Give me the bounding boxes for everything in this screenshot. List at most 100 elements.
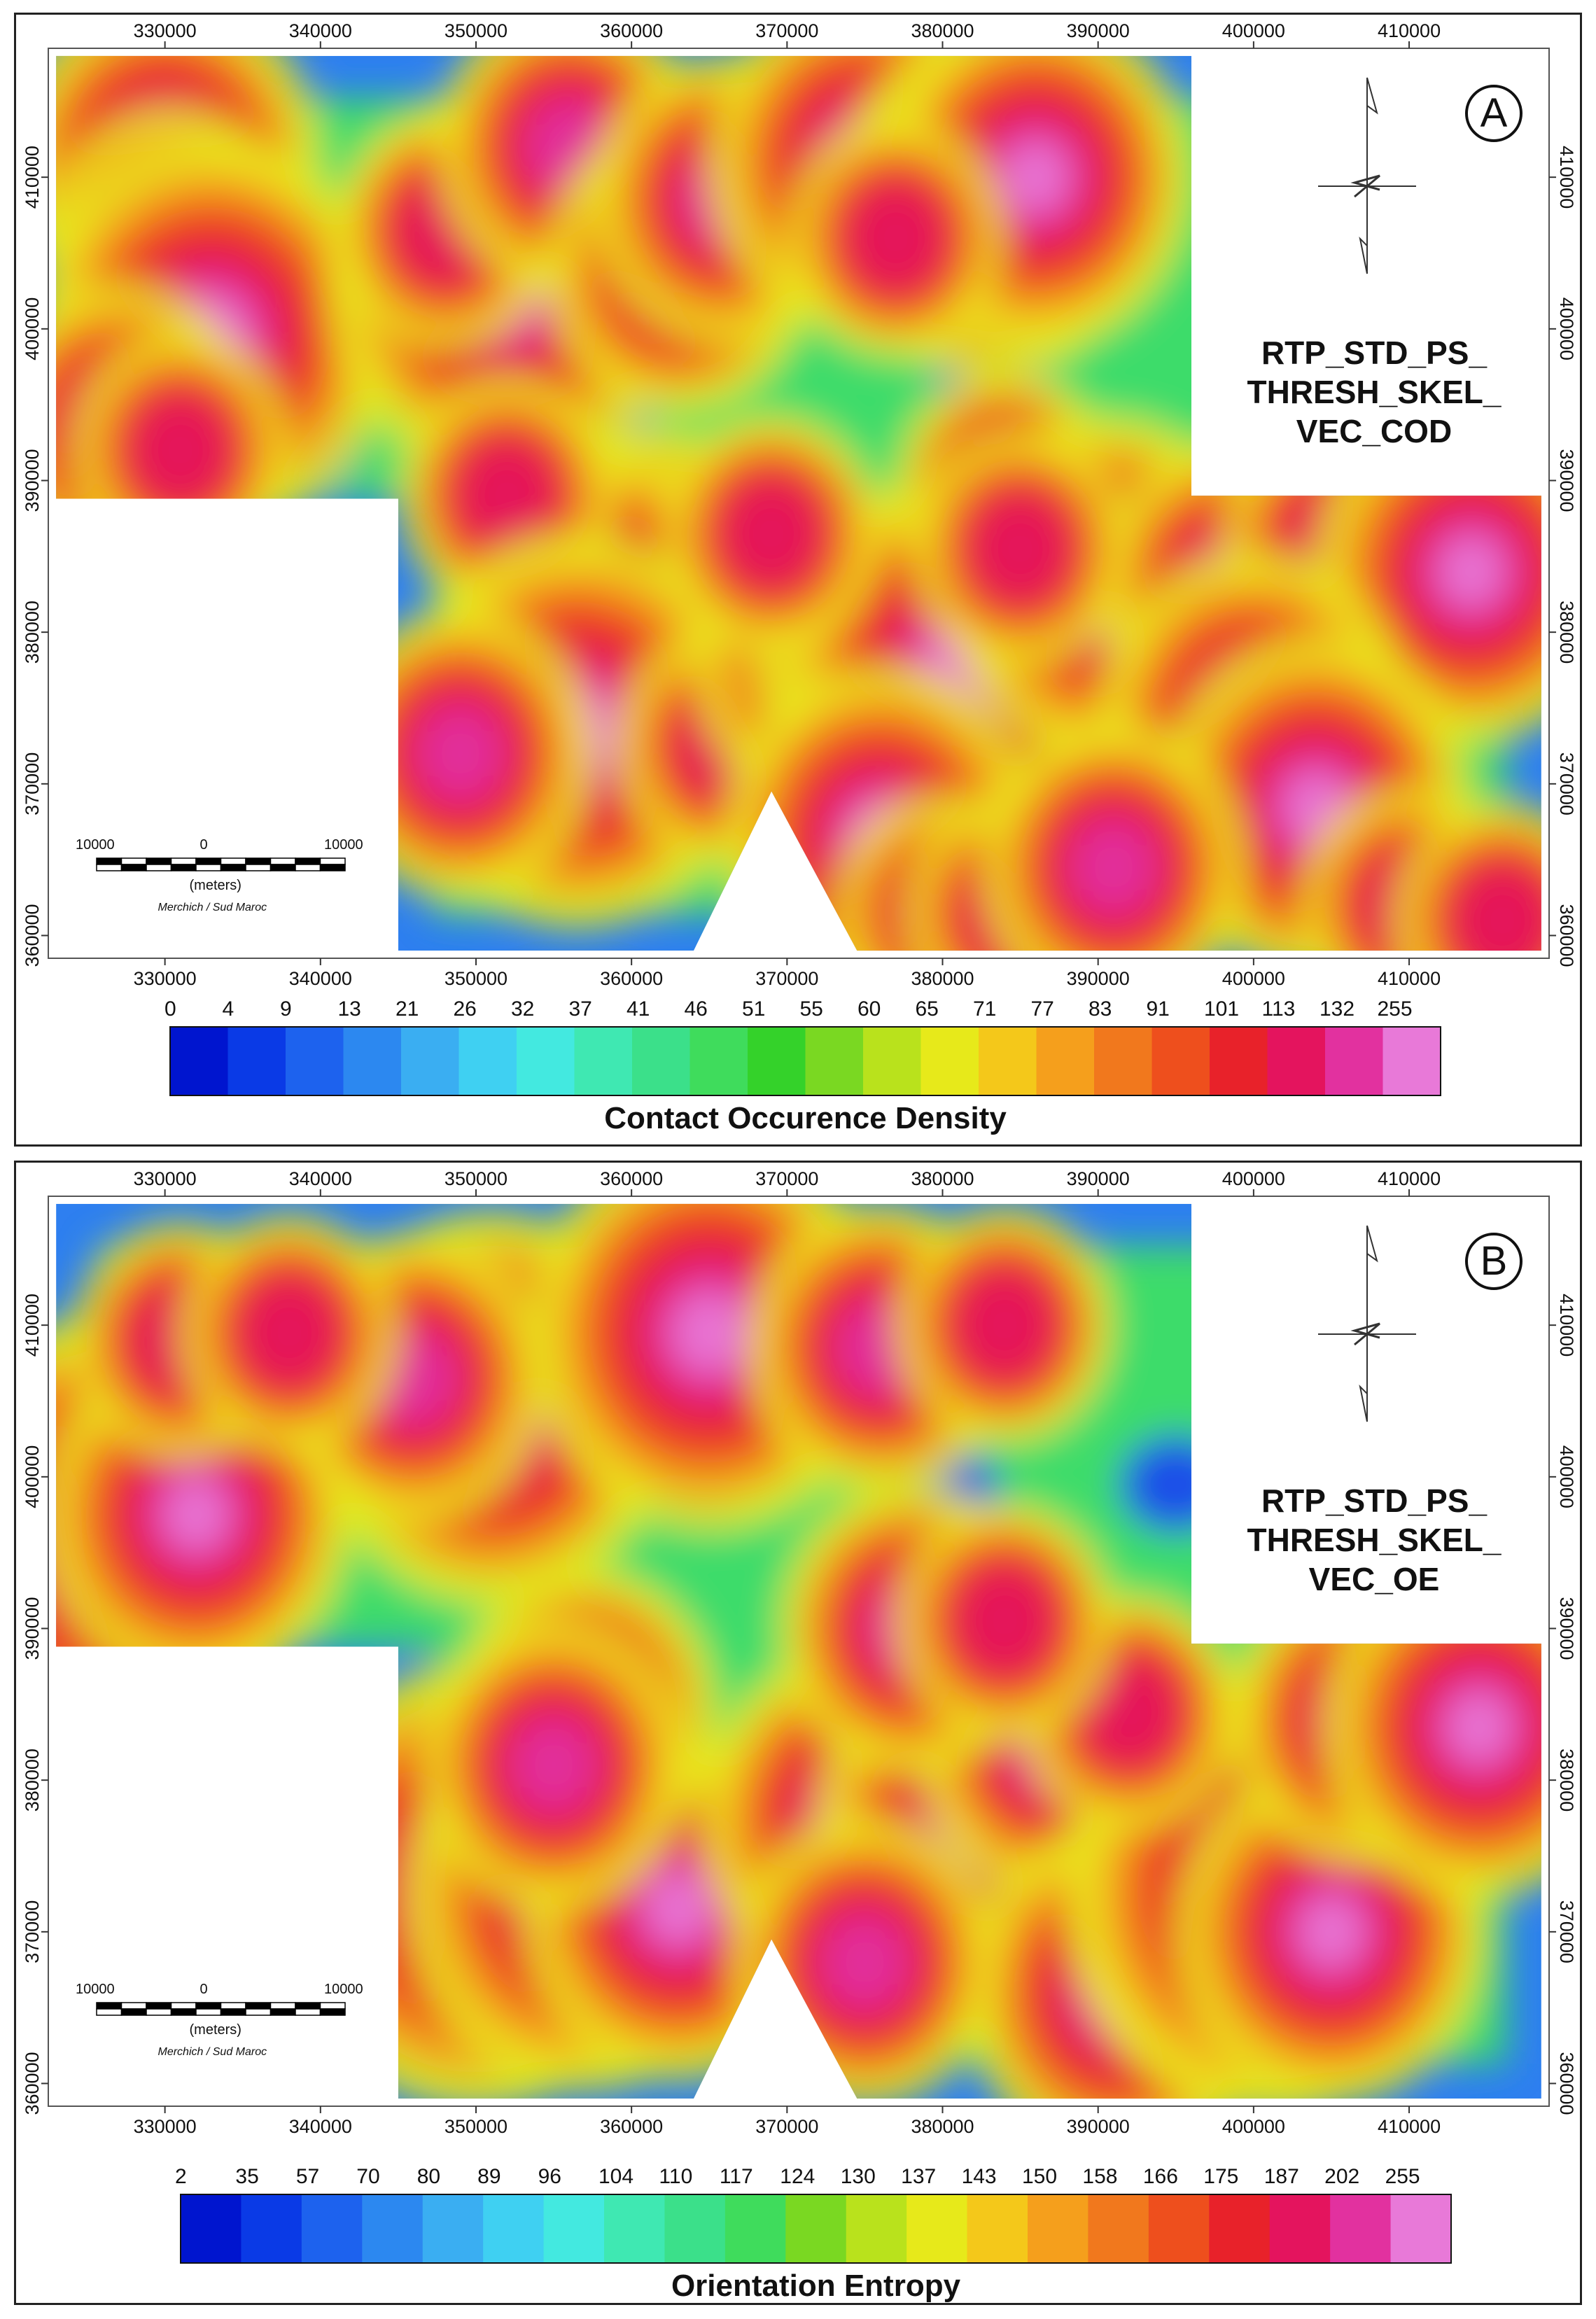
scale-bar-label-center: 0 (200, 837, 208, 853)
color-scale-title: Orientation Entropy (671, 2269, 961, 2303)
y-tick-label-left: 380000 (22, 601, 43, 664)
color-scale-tick-label: 91 (1146, 997, 1170, 1021)
map-title: RTP_STD_PS_ THRESH_SKEL_ VEC_COD (1199, 333, 1549, 451)
y-tick-label-right: 380000 (1556, 601, 1577, 664)
x-tick-label-top: 410000 (1378, 1168, 1441, 1189)
y-tick-label-right: 400000 (1556, 297, 1577, 360)
scale-bar (96, 857, 346, 871)
map-svg: 330000 330000 340000 340000 350000 350000 3600… (22, 1168, 1577, 2264)
color-scale-tick-label: 175 (1203, 2165, 1239, 2188)
x-tick-label-top: 360000 (600, 20, 663, 41)
x-tick-label-bottom: 340000 (289, 2116, 352, 2137)
map-panel-b: 330000 330000 340000 340000 350000 350000 3600… (14, 1161, 1582, 2305)
x-tick-label-bottom: 410000 (1378, 968, 1441, 989)
map-panel-a: 330000 330000 340000 340000 350000 350000 3600… (14, 13, 1582, 1147)
color-scale-tick-label: 117 (719, 2165, 753, 2188)
projection-label: Merchich / Sud Maroc (158, 2046, 267, 2058)
color-scale-tick-label: 21 (396, 997, 419, 1021)
x-tick-label-bottom: 360000 (600, 968, 663, 989)
scale-bar-label-center: 0 (200, 1982, 208, 1997)
y-tick-label-right: 360000 (1556, 904, 1577, 967)
y-tick-label-left: 360000 (22, 904, 43, 967)
color-scale-tick-label: 202 (1324, 2165, 1360, 2188)
color-scale-tick-label: 143 (961, 2165, 997, 2188)
color-scale-tick-label: 255 (1377, 997, 1413, 1021)
color-scale-tick-label: 255 (1385, 2165, 1420, 2188)
color-scale-tick-label: 70 (356, 2165, 380, 2188)
map-title-line: RTP_STD_PS_ (1261, 1483, 1488, 1519)
y-tick-label-left: 380000 (22, 1749, 43, 1812)
density-surface (56, 1203, 1541, 2099)
y-tick-label-left: 390000 (22, 1597, 43, 1660)
y-tick-label-right: 390000 (1556, 449, 1577, 512)
scale-bar-unit: (meters) (189, 878, 241, 893)
x-tick-label-top: 370000 (755, 20, 818, 41)
color-scale-tick-label: 187 (1264, 2165, 1299, 2188)
x-tick-label-bottom: 370000 (755, 968, 818, 989)
panel-letter-badge: A (1465, 85, 1522, 142)
y-tick-label-left: 360000 (22, 2052, 43, 2115)
x-tick-label-bottom: 360000 (600, 2116, 663, 2137)
y-tick-label-right: 400000 (1556, 1445, 1577, 1508)
x-tick-label-top: 380000 (911, 1168, 974, 1189)
color-scale-tick-label: 80 (416, 2165, 441, 2188)
map-title-line: THRESH_SKEL_ (1247, 374, 1502, 410)
x-tick-label-top: 390000 (1067, 20, 1130, 41)
color-scale-tick-label: 166 (1142, 2165, 1178, 2188)
color-scale-tick-label: 71 (973, 997, 997, 1021)
color-scale-tick-label: 32 (511, 997, 535, 1021)
color-scale-tick-label: 158 (1082, 2165, 1118, 2188)
x-tick-label-top: 340000 (289, 20, 352, 41)
x-tick-label-bottom: 390000 (1067, 2116, 1130, 2137)
north-arrow-icon (1318, 1225, 1416, 1422)
x-tick-label-bottom: 330000 (134, 968, 197, 989)
color-scale-title: Contact Occurence Density (604, 1101, 1007, 1135)
color-scale-tick-label: 46 (684, 997, 708, 1021)
projection-label: Merchich / Sud Maroc (158, 902, 267, 913)
x-tick-label-top: 410000 (1378, 20, 1441, 41)
color-scale-bar (169, 1026, 1441, 1096)
color-scale-tick-label: 130 (840, 2165, 876, 2188)
y-tick-label-right: 410000 (1556, 1294, 1577, 1357)
color-scale-tick-label: 104 (598, 2165, 634, 2188)
color-scale-tick-label: 65 (915, 997, 939, 1021)
panel-letter-badge: B (1465, 1233, 1522, 1290)
x-tick-label-bottom: 410000 (1378, 2116, 1441, 2137)
x-tick-label-bottom: 380000 (911, 2116, 974, 2137)
y-tick-label-left: 370000 (22, 1900, 43, 1963)
color-scale-tick-label: 101 (1204, 997, 1240, 1021)
color-scale-tick-label: 60 (858, 997, 881, 1021)
x-tick-label-bottom: 330000 (134, 2116, 197, 2137)
color-scale-tick-label: 96 (538, 2165, 561, 2188)
x-tick-label-bottom: 380000 (911, 968, 974, 989)
scale-bar-label-right: 10000 (324, 837, 363, 853)
color-scale-bar (180, 2194, 1452, 2264)
y-tick-label-left: 410000 (22, 146, 43, 209)
color-scale-tick-label: 2 (175, 2165, 187, 2188)
x-tick-label-bottom: 340000 (289, 968, 352, 989)
y-tick-label-right: 360000 (1556, 2052, 1577, 2115)
y-tick-label-left: 400000 (22, 297, 43, 360)
color-scale-tick-label: 9 (280, 997, 292, 1021)
color-scale-tick-label: 51 (742, 997, 766, 1021)
y-tick-label-right: 370000 (1556, 1900, 1577, 1963)
y-tick-label-left: 410000 (22, 1294, 43, 1357)
color-scale-tick-label: 77 (1030, 997, 1054, 1021)
color-scale-tick-label: 13 (337, 997, 361, 1021)
map-title-line: THRESH_SKEL_ (1247, 1522, 1502, 1558)
x-tick-label-top: 380000 (911, 20, 974, 41)
scale-bar-label-left: 10000 (76, 1982, 115, 1997)
x-tick-label-top: 360000 (600, 1168, 663, 1189)
y-tick-label-left: 390000 (22, 449, 43, 512)
color-scale-tick-label: 35 (235, 2165, 259, 2188)
map-title-line: VEC_OE (1308, 1561, 1440, 1597)
color-scale-tick-label: 113 (1261, 997, 1296, 1021)
scale-bar-label-left: 10000 (76, 837, 115, 853)
color-scale-tick-label: 55 (799, 997, 823, 1021)
y-tick-label-right: 380000 (1556, 1749, 1577, 1812)
map-svg: 330000 330000 340000 340000 350000 350000 3600… (22, 20, 1577, 1096)
x-tick-label-top: 330000 (134, 1168, 197, 1189)
map-title-line: RTP_STD_PS_ (1261, 335, 1488, 371)
y-tick-label-right: 370000 (1556, 752, 1577, 815)
x-tick-label-bottom: 390000 (1067, 968, 1130, 989)
